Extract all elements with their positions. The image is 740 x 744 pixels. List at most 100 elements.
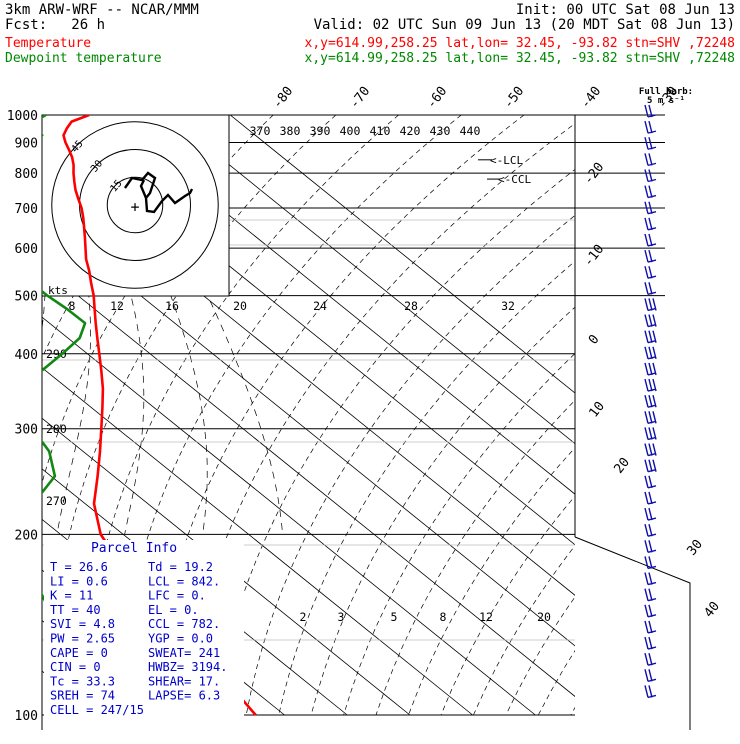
moist-adiabat-label: 20 — [233, 299, 247, 313]
model-title: 3km ARW-WRF -- NCAR/MMM — [5, 2, 199, 18]
wind-barb-flag — [649, 685, 652, 697]
wind-barb — [645, 685, 656, 697]
wind-barb-flag — [649, 282, 652, 294]
wind-barb — [645, 492, 656, 504]
dry-adiabat — [376, 115, 740, 715]
wind-barb — [645, 121, 656, 133]
isotherm-label: 20 — [612, 455, 633, 477]
moist-adiabat-label: 16 — [165, 299, 179, 313]
wind-barb — [645, 476, 656, 488]
parcel-info-right: CCL = 782. — [148, 617, 220, 631]
pressure-tick-label: 900 — [15, 136, 38, 151]
legend-temperature-label: Temperature — [5, 36, 91, 51]
parcel-info-right: LFC = 0. — [148, 589, 206, 603]
wind-barb-flag — [649, 121, 652, 133]
wind-barb — [645, 460, 656, 472]
wind-barb-flag — [649, 331, 652, 343]
parcel-info-right: EL = 0. — [148, 603, 199, 617]
dry-adiabat-label: 410 — [370, 124, 391, 138]
wind-barb-flag — [645, 492, 648, 504]
dry-adiabat — [506, 115, 740, 715]
wind-barb-flag — [649, 363, 652, 375]
wind-barb-flag — [649, 169, 652, 181]
dry-adiabat-label: 400 — [340, 124, 361, 138]
dry-adiabat — [246, 115, 712, 715]
wind-barb — [645, 653, 656, 665]
pressure-tick-label: 700 — [15, 202, 38, 217]
isotherm-label: -50 — [501, 84, 527, 112]
isotherm-label: 0 — [586, 332, 603, 347]
wind-barb — [645, 298, 656, 310]
ccl-label: <-CCL — [498, 173, 531, 186]
wind-barb — [645, 331, 656, 343]
parcel-info-left: T = 26.6 — [50, 560, 108, 574]
valid-time: Valid: 02 UTC Sun 09 Jun 13 (20 MDT Sat … — [314, 17, 735, 33]
isotherm-label: -80 — [270, 84, 296, 112]
dry-adiabat — [538, 115, 740, 715]
wind-barb — [645, 605, 656, 617]
wind-barb-flag — [645, 250, 648, 262]
wind-barb — [645, 508, 656, 520]
dry-adiabat-label: 390 — [310, 124, 331, 138]
wind-barb-flag — [645, 234, 648, 246]
wind-barb-flag — [645, 669, 648, 681]
wind-barb — [645, 282, 656, 294]
wind-barb-flag — [645, 621, 648, 633]
wind-barb-flag — [649, 605, 652, 617]
isotherm-label: 30 — [685, 537, 706, 559]
wind-barb-flag — [649, 153, 652, 165]
mixing-ratio-label: 3 — [338, 610, 345, 624]
wind-barb-flag — [649, 589, 652, 601]
wind-barb-flag — [645, 573, 648, 585]
wind-barb-flag — [645, 444, 648, 456]
parcel-info-left: SVI = 4.8 — [50, 617, 115, 631]
parcel-info-left: LI = 0.6 — [50, 574, 108, 588]
wind-barb-flag — [645, 266, 648, 278]
parcel-info-right: LCL = 842. — [148, 574, 220, 588]
wind-barb-flag — [645, 637, 648, 649]
wind-barb-flag — [649, 492, 652, 504]
parcel-info-left: SREH = 74 — [50, 689, 115, 703]
wind-barb — [645, 395, 656, 407]
lcl-label: <-LCL — [490, 154, 523, 167]
parcel-info-left: CAPE = 0 — [50, 646, 108, 660]
legend-dewpoint-label: Dewpoint temperature — [5, 51, 162, 66]
wind-barb — [645, 137, 656, 149]
forecast-hour: 26 h — [71, 17, 105, 33]
dry-adiabat — [311, 115, 740, 715]
parcel-info-right: SHEAR= 17. — [148, 674, 220, 688]
wind-barb-flag — [645, 508, 648, 520]
storm-motion-marker: + — [130, 198, 139, 216]
wind-barb-flag — [645, 315, 648, 327]
wind-barb-flag — [645, 427, 648, 439]
wind-barb-flag — [649, 637, 652, 649]
theta-label: 280 — [46, 422, 67, 436]
wind-barb-flag — [645, 653, 648, 665]
dry-adiabat-label: 380 — [280, 124, 301, 138]
wind-barb-flag — [649, 298, 652, 310]
pressure-tick-label: 1000 — [7, 109, 38, 124]
wind-barb — [645, 427, 656, 439]
wind-barb-flag — [645, 460, 648, 472]
wind-barb — [645, 669, 656, 681]
wind-barb-flag — [645, 476, 648, 488]
wind-barb-flag — [649, 524, 652, 536]
wind-barb-flag — [645, 556, 648, 568]
wind-barb-flag — [649, 395, 652, 407]
wind-barb — [645, 218, 656, 230]
level-markers: <-CCL <-LCL — [478, 154, 531, 186]
wind-barb-flag — [649, 411, 652, 423]
parcel-info-left: CIN = 0 — [50, 660, 101, 674]
wind-barb — [645, 637, 656, 649]
dry-adiabat-label: 370 — [250, 124, 271, 138]
wind-barb — [645, 250, 656, 262]
wind-barb — [645, 186, 656, 198]
wind-barbs — [645, 105, 656, 697]
wind-barb-flag — [645, 605, 648, 617]
parcel-info-left: TT = 40 — [50, 603, 101, 617]
moist-adiabat-label: 28 — [404, 299, 418, 313]
dry-adiabat-label: 430 — [430, 124, 451, 138]
